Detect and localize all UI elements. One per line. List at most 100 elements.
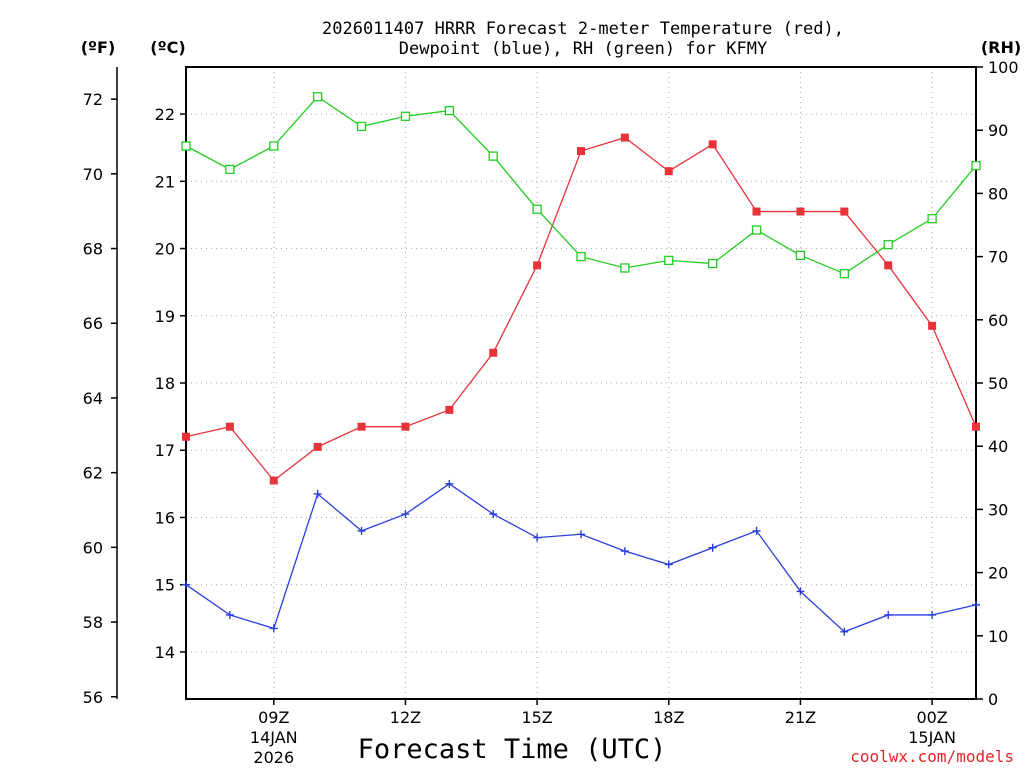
rh-tick-label: 40 [988,437,1008,456]
temperature-point [445,405,454,414]
rh-tick-label: 10 [988,627,1008,646]
rh-point [356,121,367,132]
rh-tick-label: 100 [988,58,1019,77]
temperature-point [489,348,498,357]
rh-point [488,151,498,161]
fahrenheit-tick-label: 70 [83,165,103,184]
x-tick-label: 15JAN [908,728,956,747]
temperature-point [928,321,937,330]
temperature-point [313,442,322,451]
fahrenheit-tick-label: 68 [83,240,103,259]
rh-point [181,141,191,151]
rh-tick-label: 80 [988,184,1008,203]
dewpoint-point [577,530,585,539]
gridlines [186,67,976,699]
celsius-tick-label: 16 [155,508,175,527]
dewpoint-point [445,479,454,488]
temperature-point [796,207,805,216]
rh-point [313,92,323,102]
x-tick-label: 2026 [253,748,294,767]
dewpoint-point [928,610,937,619]
fahrenheit-tick-label: 60 [83,538,103,557]
chart-title-line-1: 2026011407 HRRR Forecast 2-meter Tempera… [322,19,844,39]
x-tick-label: 21Z [785,708,816,727]
dewpoint-point [664,560,673,569]
celsius-tick-label: 22 [155,105,175,124]
rh-point [444,105,454,116]
rh-tick-label: 90 [988,121,1008,140]
rh-point [576,251,586,262]
rh-unit-label: (RH) [981,38,1021,57]
rh-point [269,141,279,151]
celsius-tick-label: 15 [155,576,175,595]
rh-tick-label: 60 [988,311,1008,330]
celsius-tick-label: 21 [155,172,175,191]
fahrenheit-tick-label: 72 [83,90,103,109]
rh-tick-label: 0 [988,690,998,709]
rh-point [927,214,937,224]
dewpoint-point [752,526,761,535]
temperature-point [840,207,849,216]
rh-point [971,160,981,171]
temperature-point [884,261,893,270]
x-tick-label: 09Z [258,708,289,727]
dewpoint-point [489,510,498,519]
temperature-point [708,140,717,149]
rh-point [883,239,893,250]
dewpoint-point [401,510,410,519]
rh-point [620,263,630,273]
x-tick-label: 12Z [390,708,421,727]
temperature-point [533,261,542,270]
dewpoint-point [972,600,980,609]
dewpoint-point [620,547,629,556]
x-tick-label: 15Z [521,708,552,727]
rh-point [532,204,542,214]
temperature-point [182,432,190,441]
dewpoint-point [533,533,542,542]
rh-line [185,95,977,275]
temperature-point [357,422,366,431]
rh-point [225,164,235,175]
rh-point [664,255,674,266]
rh-tick-label: 30 [988,500,1008,519]
dewpoint-point [182,580,190,589]
temperature-line [185,136,977,482]
x-tick-label: 00Z [916,708,947,727]
rh-point [400,111,411,121]
rh-point [751,225,762,235]
dewpoint-point [708,543,717,552]
plot-frame [185,66,977,700]
rh-point [839,269,849,279]
rh-point [708,258,718,269]
temperature-point [752,207,761,216]
dewpoint-point [357,526,366,535]
rh-tick-label: 20 [988,564,1008,583]
fahrenheit-tick-label: 58 [83,613,103,632]
fahrenheit-tick-label: 64 [83,389,103,408]
x-tick-label: 18Z [653,708,684,727]
temperature-point [269,476,278,485]
rh-tick-label: 70 [988,248,1008,267]
fahrenheit-unit-label: (ºF) [81,38,116,57]
dewpoint-point [313,489,322,498]
rh-tick-label: 50 [988,374,1008,393]
dewpoint-point [840,627,849,636]
dewpoint-point [225,610,234,619]
celsius-unit-label: (ºC) [150,38,185,57]
celsius-tick-label: 20 [155,240,175,259]
temperature-point [664,167,673,176]
celsius-tick-label: 18 [155,374,175,393]
temperature-point [577,147,585,156]
x-tick-label: 14JAN [250,728,298,747]
dewpoint-point [269,624,278,633]
celsius-tick-label: 19 [155,307,175,326]
temperature-point [401,422,410,431]
dewpoint-line [185,483,977,633]
x-axis-label: Forecast Time (UTC) [358,734,667,765]
dewpoint-point [796,587,805,596]
chart-title-line-2: Dewpoint (blue), RH (green) for KFMY [399,39,767,59]
temperature-point [225,422,234,431]
fahrenheit-tick-label: 56 [83,688,103,707]
